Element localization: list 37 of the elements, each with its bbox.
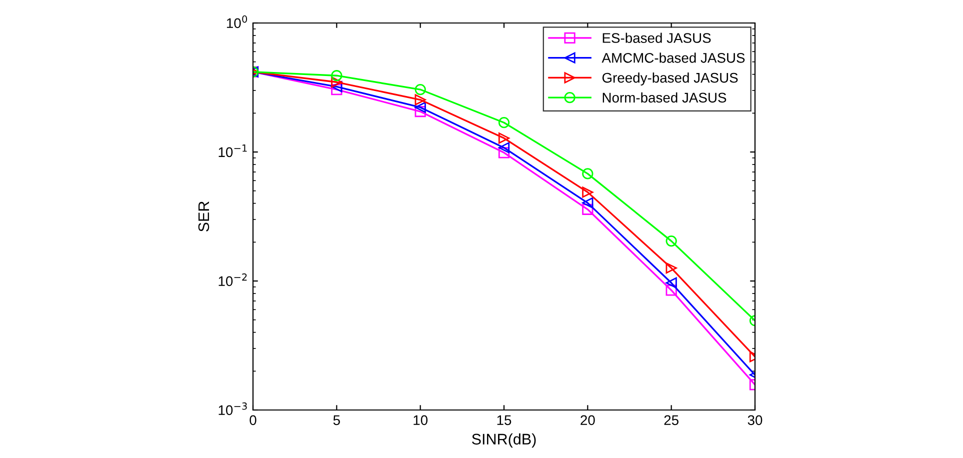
x-tick-label: 0 [250,415,256,426]
y-tick-label: 10$^{0}$ [226,15,248,28]
point [666,277,677,288]
x-axis-title: SINR(dB) [472,433,536,448]
point [331,76,342,88]
point [666,284,677,296]
y-tick-label: 10$^{−2}$ [218,273,247,286]
y-axis-title: SER [198,202,210,232]
y-tick-label: 10$^{−1}$ [218,144,247,158]
point [331,70,342,82]
point [414,102,426,113]
x-tick-label: 10 [414,415,428,426]
point [498,132,510,144]
y-tick-label: 10$^{−3}$ [218,402,247,416]
legend-label: Greedy-based JASUS [602,72,738,86]
point [498,117,510,128]
legend-label: Norm-based JASUS [602,92,726,103]
x-tick-label: 15 [497,415,512,426]
point [582,168,594,180]
x-tick-label: 5 [333,415,340,426]
point [331,81,342,92]
point [582,197,594,208]
point [666,262,677,274]
x-tick-label: 25 [664,415,678,426]
x-tick-label: 20 [580,415,595,426]
point [666,236,677,247]
point [331,84,342,96]
point [414,106,426,118]
legend-label: AMCMC-based JASUS [602,52,745,63]
point [498,142,510,154]
point [582,186,594,198]
legend-label: ES-based JASUS [602,32,711,43]
x-tick-label: 30 [748,415,762,426]
point [582,204,594,215]
point [498,147,510,158]
point [414,94,426,106]
point [414,84,426,96]
